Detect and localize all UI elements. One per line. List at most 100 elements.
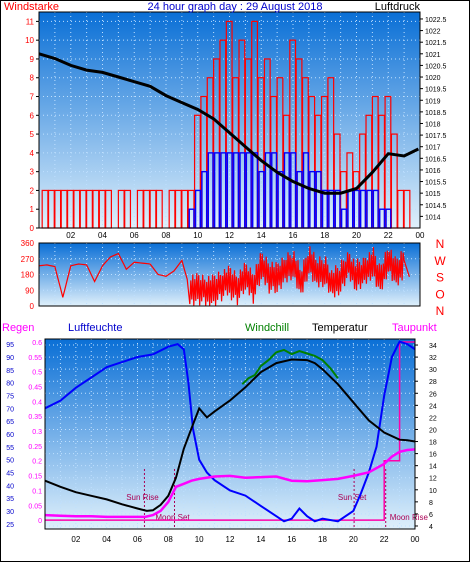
temperature-tick-label: 22 bbox=[429, 415, 437, 422]
pressure-line bbox=[38, 52, 420, 195]
climate-border bbox=[44, 338, 416, 530]
wind-speed-tick-label: 5 bbox=[30, 130, 35, 139]
humidity-label: Luftfeuchte bbox=[68, 322, 122, 334]
temperature-tick-label: 20 bbox=[429, 427, 437, 434]
humidity-tick-label: 60 bbox=[6, 432, 14, 439]
wind-speed-tick-label: 6 bbox=[30, 111, 35, 120]
temperature-tick-label: 18 bbox=[429, 440, 437, 447]
rain-tick-label: 0.05 bbox=[28, 503, 42, 510]
wind-pressure-border bbox=[38, 11, 421, 229]
pressure-tick-label: 1019 bbox=[425, 98, 441, 105]
hour-tick-label: 20 bbox=[352, 231, 361, 240]
hour-tick-label: 04 bbox=[98, 231, 107, 240]
humidity-tick-label: 25 bbox=[6, 522, 14, 529]
pressure-axis: 1014 1014.5 1015 1015.5 1016 1016.5 1017 1017.5… bbox=[420, 17, 447, 221]
hour-tick-label: 02 bbox=[71, 535, 80, 544]
wind-speed-tick-label: 8 bbox=[30, 74, 35, 83]
astro-marker-label: Moon Rise bbox=[390, 513, 429, 522]
direction-tick-label: 180 bbox=[21, 271, 35, 280]
temperature-tick-label: 14 bbox=[429, 464, 437, 471]
rain-label: Regen bbox=[2, 322, 34, 334]
x-axis-ticks-top: 02 04 06 08 10 12 14 16 18 20 22 00 bbox=[66, 231, 425, 240]
temperature-line bbox=[44, 358, 416, 512]
rain-tick-label: 0.25 bbox=[28, 444, 42, 451]
hour-tick-label: 14 bbox=[257, 231, 266, 240]
compass-letter: N bbox=[436, 237, 445, 251]
temperature-tick-label: 4 bbox=[429, 524, 433, 531]
temperature-tick-label: 12 bbox=[429, 476, 437, 483]
pressure-tick-label: 1016 bbox=[425, 168, 441, 175]
pressure-tick-label: 1019.5 bbox=[425, 87, 447, 94]
humidity-tick-label: 50 bbox=[6, 458, 14, 465]
wind-direction-border bbox=[38, 242, 421, 307]
humidity-tick-label: 70 bbox=[6, 406, 14, 413]
humidity-tick-label: 65 bbox=[6, 419, 14, 426]
compass-letter: W bbox=[434, 254, 446, 268]
humidity-tick-label: 85 bbox=[6, 368, 14, 375]
direction-tick-label: 0 bbox=[30, 302, 35, 311]
x-axis-ticks-bottom: 02 04 06 08 10 12 14 16 18 20 22 00 bbox=[71, 535, 420, 544]
humidity-tick-label: 55 bbox=[6, 445, 14, 452]
hour-tick-label: 00 bbox=[411, 535, 420, 544]
humidity-axis: 25 30 35 40 45 50 55 60 65 70 75 80 85 90 95 bbox=[6, 342, 14, 529]
hour-tick-label: 06 bbox=[133, 535, 142, 544]
hour-tick-label: 14 bbox=[256, 535, 265, 544]
pressure-tick-label: 1017.5 bbox=[425, 133, 447, 140]
rain-tick-label: 0.15 bbox=[28, 474, 42, 481]
astro-marker-label: Sun Set bbox=[338, 493, 367, 502]
humidity-tick-label: 75 bbox=[6, 393, 14, 400]
pressure-tick-label: 1022.5 bbox=[425, 17, 447, 24]
wind-speed-tick-label: 10 bbox=[25, 36, 34, 45]
pressure-tick-label: 1017 bbox=[425, 145, 441, 152]
hour-tick-label: 12 bbox=[226, 535, 235, 544]
direction-tick-label: 360 bbox=[21, 239, 35, 248]
rain-tick-label: 0 bbox=[38, 518, 42, 525]
wind-speed-tick-label: 1 bbox=[30, 205, 35, 214]
wind-speed-label: Windstarke bbox=[4, 1, 59, 13]
pressure-tick-label: 1014.5 bbox=[425, 203, 447, 210]
astro-marker-label: Moon Set bbox=[155, 513, 190, 522]
temperature-tick-label: 6 bbox=[429, 512, 433, 519]
rain-tick-label: 0.5 bbox=[32, 370, 42, 377]
hour-tick-label: 16 bbox=[289, 231, 298, 240]
hour-tick-label: 10 bbox=[193, 231, 202, 240]
wind-direction-axis: 0 90 180 270 360 bbox=[21, 239, 35, 311]
astro-marker-label: Sun Rise bbox=[126, 493, 159, 502]
humidity-tick-label: 40 bbox=[6, 483, 14, 490]
temperature-tick-label: 24 bbox=[429, 403, 437, 410]
hour-tick-label: 16 bbox=[287, 535, 296, 544]
temperature-axis: 4 6 8 10 12 14 16 18 20 22 24 26 28 30 32 34 bbox=[415, 343, 437, 531]
humidity-tick-label: 30 bbox=[6, 509, 14, 516]
compass-letter: S bbox=[436, 271, 444, 285]
rain-tick-label: 0.45 bbox=[28, 385, 42, 392]
wind-speed-tick-label: 0 bbox=[30, 224, 35, 233]
rain-tick-label: 0.35 bbox=[28, 414, 42, 421]
compass-letter: O bbox=[435, 287, 444, 301]
rain-tick-label: 0.3 bbox=[32, 429, 42, 436]
windchill-label: Windchill bbox=[245, 322, 289, 334]
page-title: 24 hour graph day : 29 August 2018 bbox=[148, 1, 323, 13]
compass-letter: N bbox=[436, 304, 445, 318]
humidity-tick-label: 95 bbox=[6, 342, 14, 349]
hour-tick-label: 00 bbox=[416, 231, 425, 240]
humidity-tick-label: 80 bbox=[6, 381, 14, 388]
rain-tick-label: 0.2 bbox=[32, 459, 42, 466]
humidity-tick-label: 35 bbox=[6, 496, 14, 503]
hour-tick-label: 06 bbox=[130, 231, 139, 240]
hour-tick-label: 12 bbox=[225, 231, 234, 240]
humidity-tick-label: 90 bbox=[6, 355, 14, 362]
hour-tick-label: 18 bbox=[318, 535, 327, 544]
pressure-tick-label: 1016.5 bbox=[425, 156, 447, 163]
rain-axis: 0 0.05 0.1 0.15 0.2 0.25 0.3 0.35 0.4 0.45 0.5 0.55… bbox=[28, 340, 42, 525]
hour-tick-label: 22 bbox=[384, 231, 393, 240]
rain-tick-label: 0.4 bbox=[32, 399, 42, 406]
wind-speed-tick-label: 7 bbox=[30, 93, 35, 102]
temperature-tick-label: 10 bbox=[429, 488, 437, 495]
pressure-tick-label: 1020.5 bbox=[425, 63, 447, 70]
temperature-tick-label: 16 bbox=[429, 452, 437, 459]
temperature-tick-label: 8 bbox=[429, 500, 433, 507]
rain-tick-label: 0.55 bbox=[28, 355, 42, 362]
